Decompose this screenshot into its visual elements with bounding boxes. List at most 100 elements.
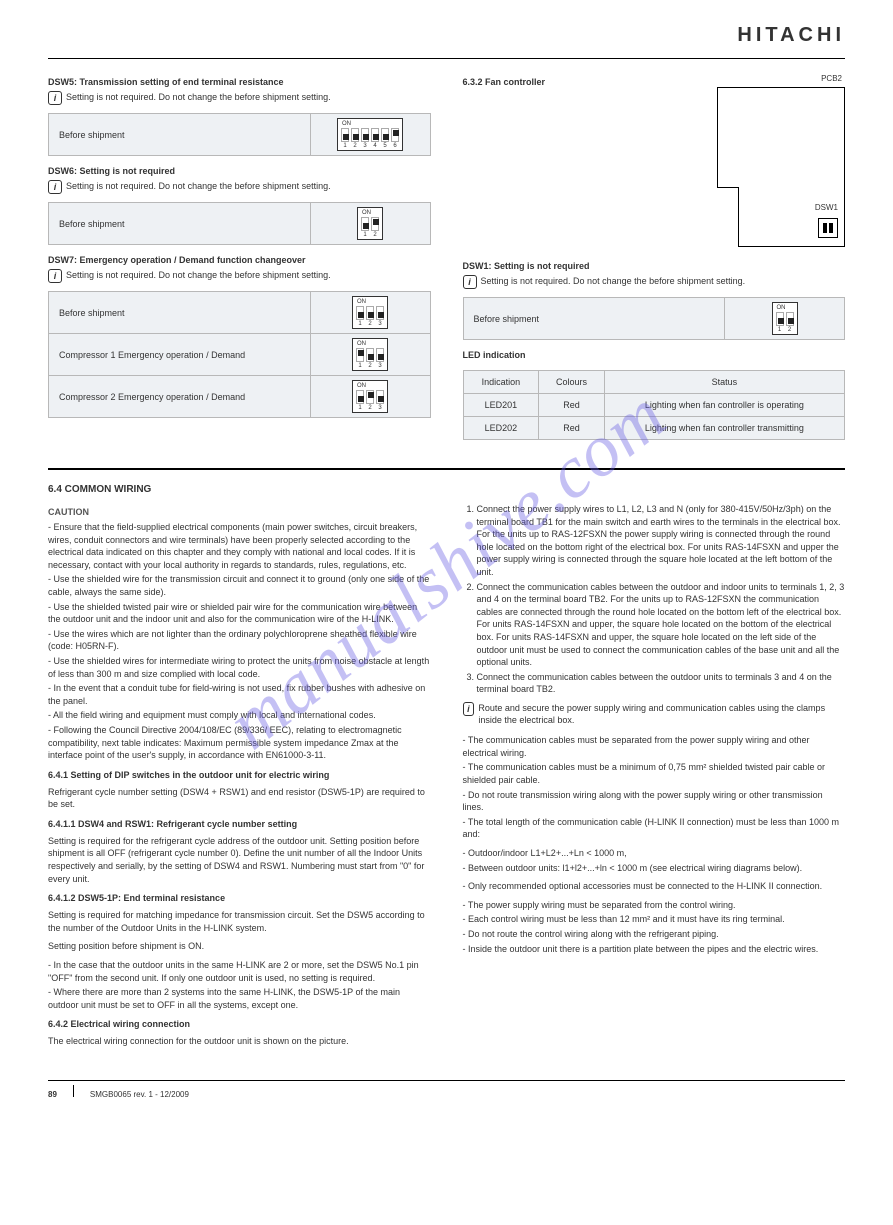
led-r0c0: LED201	[463, 394, 539, 417]
pcb-figure: PCB2 DSW1	[717, 87, 845, 247]
pcb-tiny-switch	[818, 218, 838, 238]
note-icon: i	[48, 91, 62, 105]
caution-4: Use the shielded wires for intermediate …	[48, 655, 431, 680]
caution-6: All the field wiring and equipment must …	[48, 709, 431, 722]
h6412-i1: Where there are more than 2 systems into…	[48, 986, 431, 1011]
dsw5-row0-label: Before shipment	[49, 114, 311, 156]
h6412-text: Setting is required for matching impedan…	[48, 909, 431, 934]
dsw5-table: Before shipment ON123456	[48, 113, 431, 156]
dsw7-row1-switch: ON123	[310, 334, 430, 376]
h6412-i0: In the case that the outdoor units in th…	[48, 959, 431, 984]
h6412: 6.4.1.2 DSW5-1P: End terminal resistance	[48, 893, 431, 903]
pcb-label-dsw: DSW1	[815, 203, 838, 212]
led-r0c1: Red	[539, 394, 605, 417]
dsw7-note: i Setting is not required. Do not change…	[48, 269, 431, 283]
dsw7-row2-label: Compressor 2 Emergency operation / Deman…	[49, 376, 311, 418]
right-list-a2: Only recommended optional accessories mu…	[463, 880, 846, 893]
caution-label: CAUTION	[48, 507, 431, 517]
rb-3: Inside the outdoor unit there is a parti…	[463, 943, 846, 956]
footer-page: 89	[48, 1090, 57, 1099]
rs-0: Outdoor/indoor L1+L2+...+Ln < 1000 m,	[463, 847, 846, 860]
dsw1-title: DSW1: Setting is not required	[463, 261, 846, 271]
pcb-label-top: PCB2	[821, 74, 842, 83]
right-column: 6.3.2 Fan controller PCB2 DSW1 DSW1: Set…	[463, 69, 846, 440]
rb-1: Each control wiring must be less than 12…	[463, 913, 846, 926]
dsw7-row0-switch: ON123	[310, 292, 430, 334]
section-64-heading: 6.4 COMMON WIRING	[48, 484, 845, 495]
dsw7-title: DSW7: Emergency operation / Demand funct…	[48, 255, 431, 265]
ra-4: Only recommended optional accessories mu…	[463, 880, 846, 893]
h6411-text: Setting is required for the refrigerant …	[48, 835, 431, 885]
dsw6-row0-label: Before shipment	[49, 203, 311, 245]
dsw1-row0-label: Before shipment	[463, 298, 725, 340]
caution-1: Use the shielded wire for the transmissi…	[48, 573, 431, 598]
dsw7-table: Before shipment ON123 Compressor 1 Emerg…	[48, 291, 431, 418]
h6412-text2: Setting position before shipment is ON.	[48, 940, 431, 953]
led-h0: Indication	[463, 371, 539, 394]
step-2: Connect the communication cables between…	[477, 581, 846, 669]
dsw1-row0-switch: ON12	[725, 298, 845, 340]
ra-2: Do not route transmission wiring along w…	[463, 789, 846, 814]
dsw6-title: DSW6: Setting is not required	[48, 166, 431, 176]
rb-0: The power supply wiring must be separate…	[463, 899, 846, 912]
led-r1c1: Red	[539, 417, 605, 440]
pcb-notch	[717, 187, 739, 247]
dsw1-note: i Setting is not required. Do not change…	[463, 275, 846, 289]
led-r1c0: LED202	[463, 417, 539, 440]
dsw5-row0-switch: ON123456	[310, 114, 430, 156]
h642-note: i Route and secure the power supply wiri…	[463, 702, 846, 726]
mid-rule	[48, 468, 845, 470]
h6412-list: In the case that the outdoor units in th…	[48, 959, 431, 1011]
caution-list: Ensure that the field-supplied electrica…	[48, 521, 431, 762]
dsw5-title: DSW5: Transmission setting of end termin…	[48, 77, 431, 87]
footer: 89 SMGB0065 rev. 1 - 12/2009	[48, 1080, 845, 1099]
fan-title: 6.3.2 Fan controller	[463, 77, 846, 87]
caution-0: Ensure that the field-supplied electrica…	[48, 521, 431, 571]
dsw7-row1-label: Compressor 1 Emergency operation / Deman…	[49, 334, 311, 376]
note-icon: i	[48, 269, 62, 283]
h642-text: The electrical wiring connection for the…	[48, 1035, 431, 1048]
footer-code: SMGB0065 rev. 1 - 12/2009	[90, 1090, 189, 1099]
led-heading: LED indication	[463, 350, 846, 360]
dsw6-table: Before shipment ON12	[48, 202, 431, 245]
h642-steps: Connect the power supply wires to L1, L2…	[477, 503, 846, 696]
led-r1c2: Lighting when fan controller transmittin…	[604, 417, 844, 440]
led-h2: Status	[604, 371, 844, 394]
dsw7-row0-label: Before shipment	[49, 292, 311, 334]
caution-2: Use the shielded twisted pair wire or sh…	[48, 601, 431, 626]
ra-3: The total length of the communication ca…	[463, 816, 846, 841]
dsw1-table: Before shipment ON12	[463, 297, 846, 340]
caution-7: Following the Council Directive 2004/108…	[48, 724, 431, 762]
right-list-b: The power supply wiring must be separate…	[463, 899, 846, 955]
caution-3: Use the wires which are not lighter than…	[48, 628, 431, 653]
top-rule	[48, 58, 845, 59]
rs-1: Between outdoor units: l1+l2+...+ln < 10…	[463, 862, 846, 875]
dsw6-row0-switch: ON12	[310, 203, 430, 245]
body-left: CAUTION Ensure that the field-supplied e…	[48, 499, 431, 1054]
step-1: Connect the power supply wires to L1, L2…	[477, 503, 846, 579]
left-column: DSW5: Transmission setting of end termin…	[48, 69, 431, 440]
footer-sep	[73, 1085, 74, 1097]
h641-text: Refrigerant cycle number setting (DSW4 +…	[48, 786, 431, 811]
h642: 6.4.2 Electrical wiring connection	[48, 1019, 431, 1029]
ra-1: The communication cables must be a minim…	[463, 761, 846, 786]
h641: 6.4.1 Setting of DIP switches in the out…	[48, 770, 431, 780]
dsw7-row2-switch: ON123	[310, 376, 430, 418]
dsw5-note: i Setting is not required. Do not change…	[48, 91, 431, 105]
right-sublist: Outdoor/indoor L1+L2+...+Ln < 1000 m, Be…	[463, 847, 846, 874]
body-right: Connect the power supply wires to L1, L2…	[463, 499, 846, 1054]
ra-0: The communication cables must be separat…	[463, 734, 846, 759]
led-h1: Colours	[539, 371, 605, 394]
led-table: Indication Colours Status LED201 Red Lig…	[463, 370, 846, 440]
caution-5: In the event that a conduit tube for fie…	[48, 682, 431, 707]
right-list-a: The communication cables must be separat…	[463, 734, 846, 841]
led-r0c2: Lighting when fan controller is operatin…	[604, 394, 844, 417]
note-icon: i	[463, 275, 477, 289]
rb-2: Do not route the control wiring along wi…	[463, 928, 846, 941]
dsw6-note: i Setting is not required. Do not change…	[48, 180, 431, 194]
step-3: Connect the communication cables between…	[477, 671, 846, 696]
brand-logo: HITACHI	[737, 24, 845, 47]
note-icon: i	[463, 702, 475, 716]
h6411: 6.4.1.1 DSW4 and RSW1: Refrigerant cycle…	[48, 819, 431, 829]
note-icon: i	[48, 180, 62, 194]
